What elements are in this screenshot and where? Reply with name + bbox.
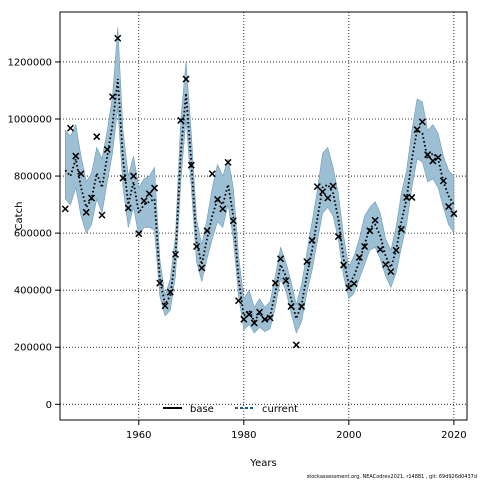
observed-point xyxy=(172,250,180,259)
observed-point xyxy=(287,302,295,310)
observed-point xyxy=(61,205,69,213)
observed-point xyxy=(340,261,348,269)
observed-point xyxy=(124,204,132,212)
observed-point xyxy=(256,308,264,316)
plot-frame xyxy=(59,11,468,421)
observed-point xyxy=(319,188,327,196)
observed-point xyxy=(282,277,290,285)
observed-point xyxy=(93,133,101,141)
observed-point xyxy=(266,314,274,322)
observed-point xyxy=(193,242,201,251)
observed-point xyxy=(77,170,85,178)
observed-point xyxy=(150,184,159,192)
observed-point xyxy=(418,118,426,126)
legend: base current xyxy=(163,404,298,415)
observed-point xyxy=(214,195,222,203)
observed-point xyxy=(382,260,390,269)
confidence-band xyxy=(65,27,455,334)
observed-point xyxy=(329,182,337,190)
observed-point xyxy=(203,227,211,235)
observed-point xyxy=(135,230,143,238)
x-axis-title: Years xyxy=(249,458,276,469)
observed-point xyxy=(271,279,279,287)
observed-point xyxy=(82,208,90,216)
y-tick-label: 1200000 xyxy=(7,57,52,68)
y-tick-label: 400000 xyxy=(14,286,52,297)
observed-point xyxy=(87,194,96,202)
x-tick-label: 1980 xyxy=(231,430,256,441)
x-tick-label: 1960 xyxy=(126,430,151,441)
observed-point xyxy=(166,288,174,296)
observed-point xyxy=(245,310,253,318)
observed-point xyxy=(434,153,442,162)
y-axis-title: Catch xyxy=(14,202,25,231)
observed-point xyxy=(303,258,311,266)
observed-point xyxy=(429,157,437,165)
observed-point xyxy=(161,302,169,310)
y-tick-label: 1000000 xyxy=(7,114,52,125)
x-tick-label: 2000 xyxy=(336,430,361,441)
observed-point xyxy=(403,193,411,201)
observed-point xyxy=(450,210,458,218)
observed-point xyxy=(103,145,111,154)
x-tick-label: 2020 xyxy=(441,430,466,441)
observed-point xyxy=(98,211,106,219)
observed-point xyxy=(292,341,300,349)
observed-point xyxy=(177,116,185,124)
legend-base-label: base xyxy=(190,404,214,415)
y-tick-label: 600000 xyxy=(14,229,52,240)
observed-point xyxy=(387,268,395,276)
observed-point xyxy=(240,315,248,323)
observed-point xyxy=(298,302,306,310)
observed-point xyxy=(413,126,421,134)
current-series-line xyxy=(64,78,455,324)
observed-point xyxy=(208,170,216,178)
observed-point xyxy=(277,255,285,263)
y-tick-label: 800000 xyxy=(14,172,52,183)
legend-current-label: current xyxy=(262,404,298,415)
observed-point xyxy=(182,75,190,83)
observed-point xyxy=(308,236,316,244)
y-tick-label: 200000 xyxy=(14,343,52,354)
observed-point xyxy=(140,197,148,205)
observed-point xyxy=(261,315,269,323)
observed-point xyxy=(66,124,75,132)
axes: 1960 1980 2000 2020 0 200000 400000 600000 80000… xyxy=(7,57,466,441)
observed-point xyxy=(397,225,405,233)
observed-point xyxy=(424,151,432,159)
observed-point xyxy=(108,93,117,101)
observed-point xyxy=(439,177,447,185)
observed-point xyxy=(361,242,369,251)
observed-point xyxy=(229,217,237,225)
observed-point xyxy=(371,216,379,224)
observed-point xyxy=(250,319,258,327)
observed-point xyxy=(376,245,384,253)
footer-credit: stockassessment.org, NEACodrev2021, r148… xyxy=(307,474,477,480)
observed-point xyxy=(156,279,164,287)
observed-point xyxy=(219,205,227,213)
observed-point xyxy=(72,152,80,160)
observed-point xyxy=(198,264,206,272)
observed-point xyxy=(114,34,122,42)
observed-point xyxy=(313,183,321,191)
observed-point xyxy=(355,253,363,261)
observed-point xyxy=(129,172,138,180)
observed-markers xyxy=(61,34,458,349)
observed-point xyxy=(324,194,332,202)
observed-point xyxy=(235,297,243,305)
y-tick-label: 0 xyxy=(46,400,52,411)
observed-point xyxy=(334,233,342,241)
observed-point xyxy=(187,161,195,169)
observed-point xyxy=(350,280,358,288)
observed-point xyxy=(119,174,127,182)
observed-point xyxy=(445,203,453,211)
observed-point xyxy=(224,158,232,166)
observed-point xyxy=(392,246,400,254)
observed-point xyxy=(408,193,416,201)
observed-point xyxy=(145,190,153,198)
observed-point xyxy=(366,227,374,235)
